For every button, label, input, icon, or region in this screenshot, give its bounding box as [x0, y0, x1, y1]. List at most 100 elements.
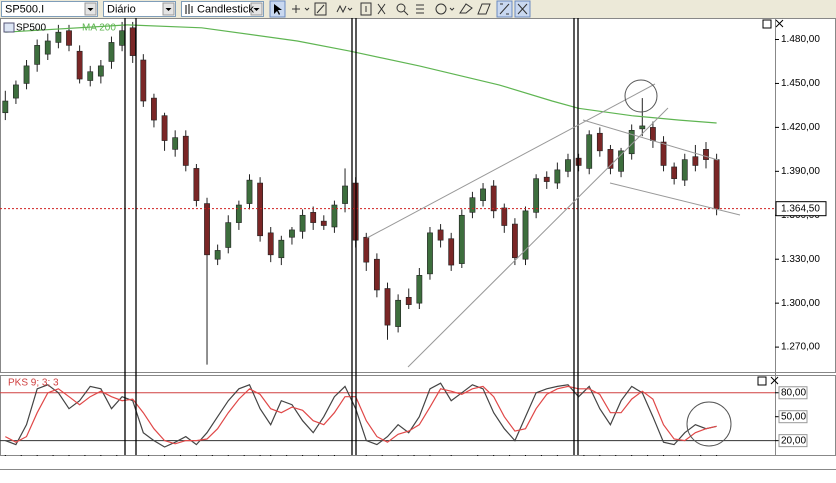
candle-body: [618, 150, 624, 172]
candle-body: [66, 30, 72, 46]
candle-body: [87, 71, 94, 81]
oscillator-line: [5, 385, 717, 445]
legend-icon: [3, 22, 15, 33]
period-combo[interactable]: Diário: [103, 1, 176, 17]
style-combo[interactable]: Candlestick: [181, 1, 264, 17]
candle-body: [490, 185, 497, 212]
candle-body: [55, 31, 62, 43]
candle-body: [267, 232, 274, 256]
candle-body: [416, 275, 423, 304]
y-tick-box: [778, 410, 808, 424]
candle-body: [533, 178, 540, 213]
candle-body: [161, 115, 168, 141]
candle-body: [660, 141, 667, 166]
candle-body: [97, 65, 104, 77]
candle-body: [2, 100, 9, 114]
candle-body: [511, 223, 518, 259]
y-tick-label: 20,00: [781, 435, 806, 446]
oscillator-line: [5, 382, 717, 448]
candle-body: [225, 222, 232, 248]
y-tick-label: 1.480,00: [781, 34, 820, 45]
candle-body: [204, 203, 210, 256]
candle-body: [703, 149, 709, 160]
candle-body: [76, 50, 83, 80]
candle-body: [151, 97, 157, 121]
y-tick-label: 1.420,00: [781, 122, 820, 133]
y-tick-box: [778, 386, 808, 400]
candle-body: [342, 185, 348, 204]
drawings: [124, 18, 741, 455]
ma-line: [5, 24, 717, 124]
candle-body: [427, 232, 433, 275]
candle-body: [458, 214, 465, 264]
style-text: Candlestick: [197, 3, 254, 15]
candle-body: [607, 149, 614, 169]
legend-sp500: SP500: [16, 23, 46, 34]
candle-body: [448, 238, 455, 266]
candle-body: [671, 166, 678, 179]
y-tick-label: 1.300,00: [781, 298, 820, 309]
candle-body: [363, 236, 370, 263]
candle-body: [246, 179, 253, 204]
candle-body: [692, 156, 699, 166]
y-tick-label: 1.450,00: [781, 78, 820, 89]
candle-body: [596, 132, 603, 152]
panel-buttons[interactable]: [757, 19, 784, 386]
last-price-box: [775, 201, 827, 217]
candle-body: [310, 212, 317, 223]
candle-body: [373, 258, 380, 291]
candle-body: [586, 134, 593, 169]
candle-body: [193, 168, 200, 201]
candle-body: [289, 229, 295, 238]
candle-body: [469, 197, 476, 213]
candle-body: [278, 239, 285, 259]
y-tick-label: 1.390,00: [781, 166, 820, 177]
candle-body: [257, 182, 264, 237]
candle-body: [34, 45, 41, 65]
candle-body: [565, 159, 571, 172]
y-tick-box: [778, 434, 808, 448]
candle-body: [384, 288, 391, 326]
candle-body: [320, 220, 327, 226]
oscillator-panel: [0, 375, 836, 456]
candle-body: [501, 207, 508, 226]
candle-body: [119, 30, 125, 46]
candle-body: [405, 296, 412, 305]
symbol-combo[interactable]: SP500.I: [1, 1, 98, 17]
candle-body: [543, 176, 550, 182]
candle-body: [23, 65, 30, 84]
candle-body: [129, 27, 136, 56]
symbol-text: SP500.I: [5, 3, 44, 15]
toolbar-icons[interactable]: [269, 0, 531, 18]
oscillator-title: PKS 9; 3; 3: [8, 378, 59, 389]
candle-body: [554, 169, 561, 184]
legend-ma200: MA 200: [82, 23, 116, 34]
candle-body: [681, 159, 688, 181]
candle-body: [172, 137, 179, 150]
price-panel: [0, 18, 836, 373]
candle-body: [108, 42, 115, 62]
y-tick-label: 1.270,00: [781, 342, 820, 353]
candle-body: [713, 159, 720, 209]
candle-body: [480, 188, 486, 201]
candle-body: [13, 84, 19, 99]
candle-body: [650, 127, 656, 141]
y-tick-label: 50,00: [781, 411, 806, 422]
candle-body: [214, 250, 221, 260]
period-text: Diário: [107, 3, 136, 15]
candle-body: [182, 135, 189, 166]
candle-body: [522, 210, 529, 260]
last-price-label: 1.364,50: [781, 203, 820, 214]
candle-body: [299, 214, 306, 232]
candle-body: [639, 125, 646, 130]
candle-body: [44, 40, 51, 55]
candle-body: [140, 59, 147, 102]
y-tick-label: 1.330,00: [781, 254, 820, 265]
candle-body: [331, 204, 338, 228]
candle-body: [395, 299, 402, 327]
candle-body: [437, 229, 444, 241]
candle-body: [235, 204, 242, 223]
y-tick-label: 80,00: [781, 387, 806, 398]
